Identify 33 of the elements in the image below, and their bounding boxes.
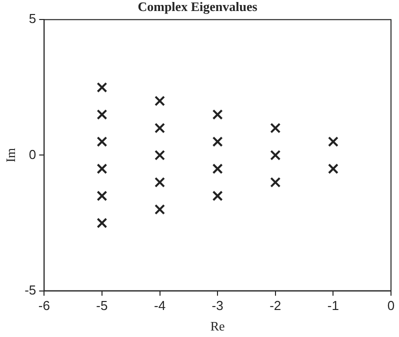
x-tick-label: -3 [212,298,224,314]
point [328,136,338,147]
y-tick-label: -5 [24,282,36,298]
point [212,164,223,174]
y-axis-title: Im [3,148,18,162]
chart-title: Complex Eigenvalues [138,0,258,14]
point [212,109,223,120]
point [270,150,281,160]
point [328,164,338,174]
point [96,190,108,202]
point [96,82,108,93]
point [212,136,223,147]
x-tick-label: 0 [387,298,395,314]
y-tick-label: 0 [28,146,36,162]
point [154,96,166,106]
x-tick-label: -6 [38,298,50,314]
point [96,136,108,147]
x-tick-label: -1 [327,298,339,314]
point [154,122,166,134]
point [212,190,223,202]
point [270,122,281,134]
point [96,218,108,228]
point [96,164,108,174]
x-tick-label: -4 [154,298,166,314]
point [154,204,166,215]
point [154,177,166,188]
point [96,109,108,120]
y-tick-label: 5 [28,11,36,26]
x-tick-label: -5 [96,298,108,314]
x-tick-label: -2 [270,298,282,314]
point [154,150,166,160]
point [270,177,281,188]
x-axis-title: Re [210,318,226,334]
